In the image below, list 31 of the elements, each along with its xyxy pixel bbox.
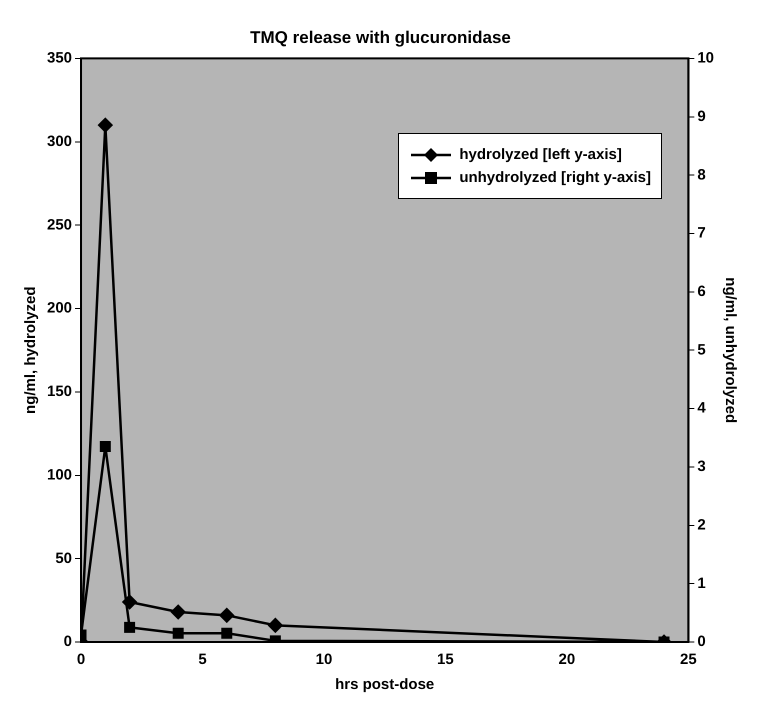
y2-axis-title: ng/ml, unhydrolyzed <box>722 277 739 424</box>
y-axis-title: ng/ml, hydrolyzed <box>22 286 40 414</box>
legend-label: unhydrolyzed [right y-axis] <box>459 169 652 186</box>
y2-tick-label: 6 <box>697 282 706 300</box>
y-tick-label: 300 <box>46 132 72 150</box>
y-tick-label: 0 <box>64 633 72 650</box>
y2-tick-label: 0 <box>697 633 706 650</box>
y2-tick-label: 7 <box>697 224 706 242</box>
chart-title: TMQ release with glucuronidase <box>250 28 511 47</box>
y-tick-label: 350 <box>46 50 72 67</box>
y2-tick-label: 2 <box>697 516 706 534</box>
y2-tick-label: 5 <box>697 341 706 358</box>
legend-label: hydrolyzed [left y-axis] <box>459 146 622 164</box>
x-tick-label: 10 <box>316 651 332 668</box>
y-tick-label: 50 <box>55 550 72 567</box>
y2-tick-label: 3 <box>697 458 706 476</box>
y2-tick-label: 9 <box>697 108 706 125</box>
x-tick-label: 25 <box>680 651 697 668</box>
x-tick-label: 15 <box>437 651 454 668</box>
x-tick-label: 20 <box>558 651 576 668</box>
y-tick-label: 100 <box>46 466 72 484</box>
y-tick-label: 250 <box>46 216 72 234</box>
x-axis-title: hrs post-dose <box>335 676 434 694</box>
y2-tick-label: 10 <box>697 50 714 67</box>
x-tick-label: 0 <box>76 651 86 668</box>
x-tick-label: 5 <box>198 651 207 668</box>
y2-tick-label: 1 <box>697 574 706 592</box>
y2-tick-label: 4 <box>697 400 706 417</box>
y-tick-label: 200 <box>46 300 72 317</box>
y-tick-label: 150 <box>46 383 72 400</box>
y2-tick-label: 8 <box>697 166 706 184</box>
